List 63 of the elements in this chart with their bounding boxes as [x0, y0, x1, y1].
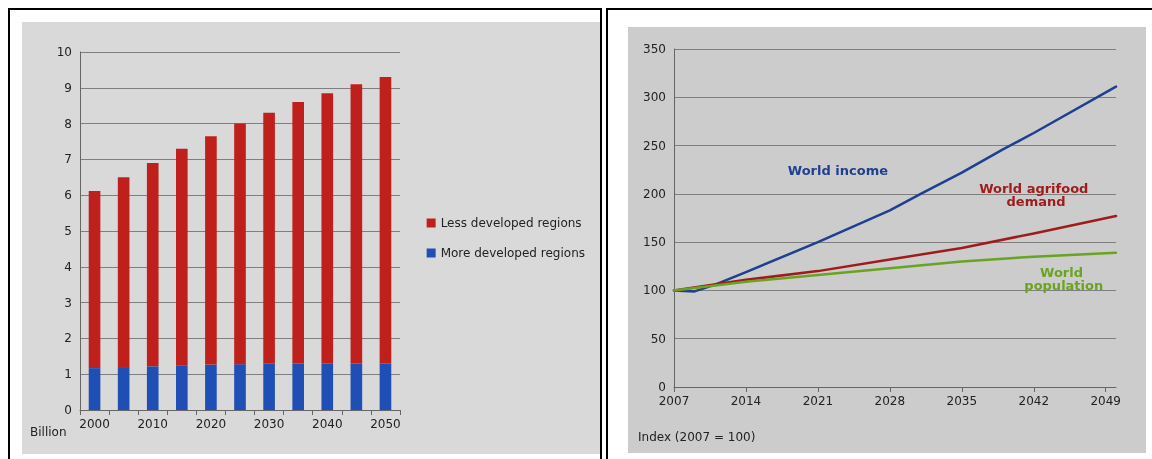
- bar: [146, 162, 159, 367]
- bar: [379, 77, 392, 364]
- line-series: [672, 85, 1118, 293]
- bar: [350, 84, 363, 364]
- y-tick-label: 250: [643, 138, 666, 153]
- y-tick-label: 7: [64, 152, 72, 167]
- x-tick-label: 2042: [1018, 394, 1050, 408]
- y-tick-label: 8: [64, 116, 72, 131]
- y-tick-label: 350: [643, 42, 666, 56]
- x-tick-label: 2040: [312, 417, 343, 431]
- x-tick-label: 2007: [658, 394, 690, 408]
- x-tick-label: 2020: [195, 417, 227, 431]
- bar: [234, 123, 246, 365]
- bar: [292, 102, 304, 364]
- bar: [88, 190, 101, 369]
- bar: [321, 363, 334, 410]
- y-tick-label: 3: [64, 295, 72, 310]
- y-tick-label: 50: [650, 331, 666, 346]
- y-tick-label: 1: [64, 367, 72, 382]
- y-tick-label: 6: [64, 188, 72, 203]
- x-tick-label: 2050: [370, 417, 401, 431]
- y-tick-label: 100: [643, 283, 666, 298]
- line-series: [672, 251, 1118, 292]
- bar: [234, 364, 246, 410]
- y-tick-label: 300: [643, 90, 666, 105]
- bar: [263, 363, 275, 410]
- y-axis-title: Billion: [30, 425, 67, 439]
- bar: [88, 368, 101, 410]
- x-tick-label: 2035: [946, 394, 978, 408]
- text: World income: [787, 163, 889, 179]
- y-tick-label: 2: [64, 331, 72, 346]
- bar: [321, 93, 334, 364]
- bar: [205, 364, 217, 410]
- x-tick-label: 2014: [730, 394, 762, 408]
- bar: [379, 363, 392, 410]
- x-tick-label: 2049: [1090, 394, 1121, 408]
- y-tick-label: 150: [643, 235, 666, 250]
- legend-label: More developed regions: [440, 246, 585, 260]
- x-tick-label: 2030: [253, 417, 285, 431]
- y-axis-title: Index (2007 = 100): [638, 430, 756, 444]
- y-tick-label: 0: [64, 403, 72, 417]
- x-tick-label: 2000: [79, 417, 110, 431]
- y-tick-label: 200: [643, 186, 666, 201]
- bar: [176, 148, 188, 366]
- bar: [146, 366, 159, 410]
- x-tick-label: 2028: [874, 394, 906, 408]
- x-tick-label: 2021: [802, 394, 834, 408]
- bar: [350, 363, 363, 410]
- y-tick-label: 9: [64, 80, 72, 95]
- y-tick-label: 4: [64, 259, 72, 274]
- bar: [292, 363, 304, 410]
- series-label: World population: [1024, 264, 1104, 293]
- x-tick-label: 2010: [137, 417, 168, 431]
- legend-label: Less developed regions: [440, 216, 582, 230]
- bar: [117, 367, 130, 410]
- y-tick-label: 0: [658, 380, 666, 394]
- y-tick-label: 10: [56, 45, 72, 59]
- bar: [205, 136, 217, 365]
- bar: [176, 365, 188, 410]
- bar: [117, 177, 130, 368]
- series-label: World agrifood demand: [979, 181, 1089, 210]
- y-tick-label: 5: [64, 224, 72, 238]
- bar: [263, 112, 275, 364]
